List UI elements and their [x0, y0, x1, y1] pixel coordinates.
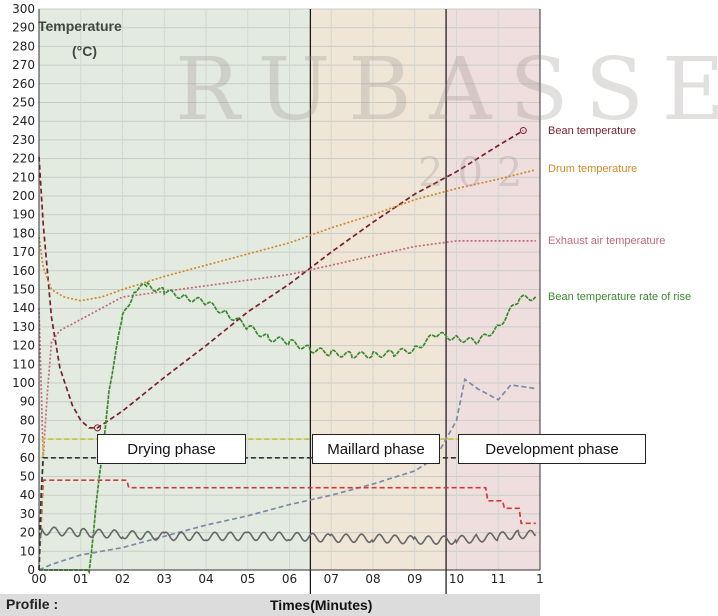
y-axis-title-line1: Temperature	[38, 18, 122, 34]
y-tick-label-21: 210	[12, 170, 35, 184]
y-tick-label-10: 100	[12, 376, 35, 390]
x-tick-label-1: 01	[73, 572, 88, 586]
y-tick-label-24: 240	[12, 114, 35, 128]
drop-point-marker	[519, 127, 527, 135]
x-tick-label-11: 11	[491, 572, 506, 586]
series-line-3	[39, 281, 537, 575]
y-tick-label-9: 90	[20, 395, 35, 409]
y-tick-label-4: 40	[20, 488, 35, 502]
footer-bar: Profile : Times(Minutes)	[0, 594, 540, 616]
series-line-8	[38, 526, 537, 546]
grid	[38, 8, 541, 594]
y-tick-label-5: 50	[20, 470, 35, 484]
drying-phase-label: Drying phase	[97, 434, 246, 464]
x-tick-label-10: 10	[449, 572, 464, 586]
x-tick-label-0: 00	[31, 572, 46, 586]
series-line-4	[38, 377, 536, 571]
y-tick-label-12: 120	[12, 339, 35, 353]
y-tick-label-1: 10	[20, 544, 35, 558]
y-tick-label-19: 190	[12, 208, 35, 222]
y-tick-label-11: 110	[12, 357, 35, 371]
y-tick-label-2: 20	[20, 526, 35, 540]
x-tick-label-12: 1	[536, 572, 544, 586]
y-tick-label-3: 30	[20, 507, 35, 521]
x-tick-label-8: 08	[365, 572, 380, 586]
y-tick-label-22: 220	[12, 152, 35, 166]
y-tick-label-8: 80	[20, 413, 35, 427]
y-tick-label-15: 150	[12, 283, 35, 297]
y-tick-label-27: 270	[12, 58, 35, 72]
x-tick-label-3: 03	[157, 572, 172, 586]
profile-label: Profile :	[6, 596, 59, 612]
x-tick-label-4: 04	[198, 572, 213, 586]
legend-label-3: Bean temperature rate of rise	[548, 291, 691, 303]
axes	[38, 9, 541, 571]
y-tick-label-0: 0	[27, 563, 35, 577]
y-tick-label-17: 170	[12, 245, 35, 259]
y-tick-label-14: 140	[12, 301, 35, 315]
series-line-0	[38, 129, 524, 429]
series-line-1	[38, 168, 537, 302]
x-tick-label-9: 09	[407, 572, 422, 586]
y-tick-label-16: 160	[12, 264, 35, 278]
y-tick-label-7: 70	[20, 432, 35, 446]
x-tick-label-7: 07	[324, 572, 339, 586]
series-line-2	[38, 240, 536, 458]
y-tick-label-20: 200	[12, 189, 35, 203]
x-tick-labels: 00 01 02 03 04 05 06 07 08 09 10 11 1	[31, 572, 543, 586]
y-axis-title-line2: (°C)	[72, 43, 97, 59]
y-tick-label-26: 260	[12, 77, 35, 91]
y-tick-label-29: 290	[12, 21, 35, 35]
legend: Bean temperature Drum temperature Exhaust …	[548, 125, 691, 303]
legend-label-1: Drum temperature	[548, 163, 637, 175]
series-layer	[38, 127, 537, 575]
x-axis-title: Times(Minutes)	[270, 597, 373, 613]
maillard-phase-label: Maillard phase	[312, 434, 440, 464]
y-tick-label-6: 60	[20, 451, 35, 465]
y-tick-label-13: 130	[12, 320, 35, 334]
y-tick-label-28: 280	[12, 39, 35, 53]
y-tick-labels: 0 10 20 30 40 50 60 70 80 90 100 110 120 130 140 150 160…	[12, 2, 35, 577]
development-phase-label: Development phase	[458, 434, 646, 464]
turning-point-marker	[93, 424, 101, 432]
watermark-text: RUBASSE	[175, 40, 718, 140]
y-tick-label-23: 230	[12, 133, 35, 147]
legend-label-2: Exhaust air temperature	[548, 235, 665, 247]
x-tick-label-6: 06	[282, 572, 297, 586]
y-tick-label-25: 250	[12, 96, 35, 110]
legend-label-0: Bean temperature	[548, 125, 636, 137]
x-tick-label-5: 05	[240, 572, 255, 586]
y-tick-label-30: 300	[12, 2, 35, 16]
y-tick-label-18: 180	[12, 226, 35, 240]
x-tick-label-2: 02	[115, 572, 130, 586]
series-line-5	[38, 479, 536, 571]
watermark-number: 202	[418, 150, 537, 196]
